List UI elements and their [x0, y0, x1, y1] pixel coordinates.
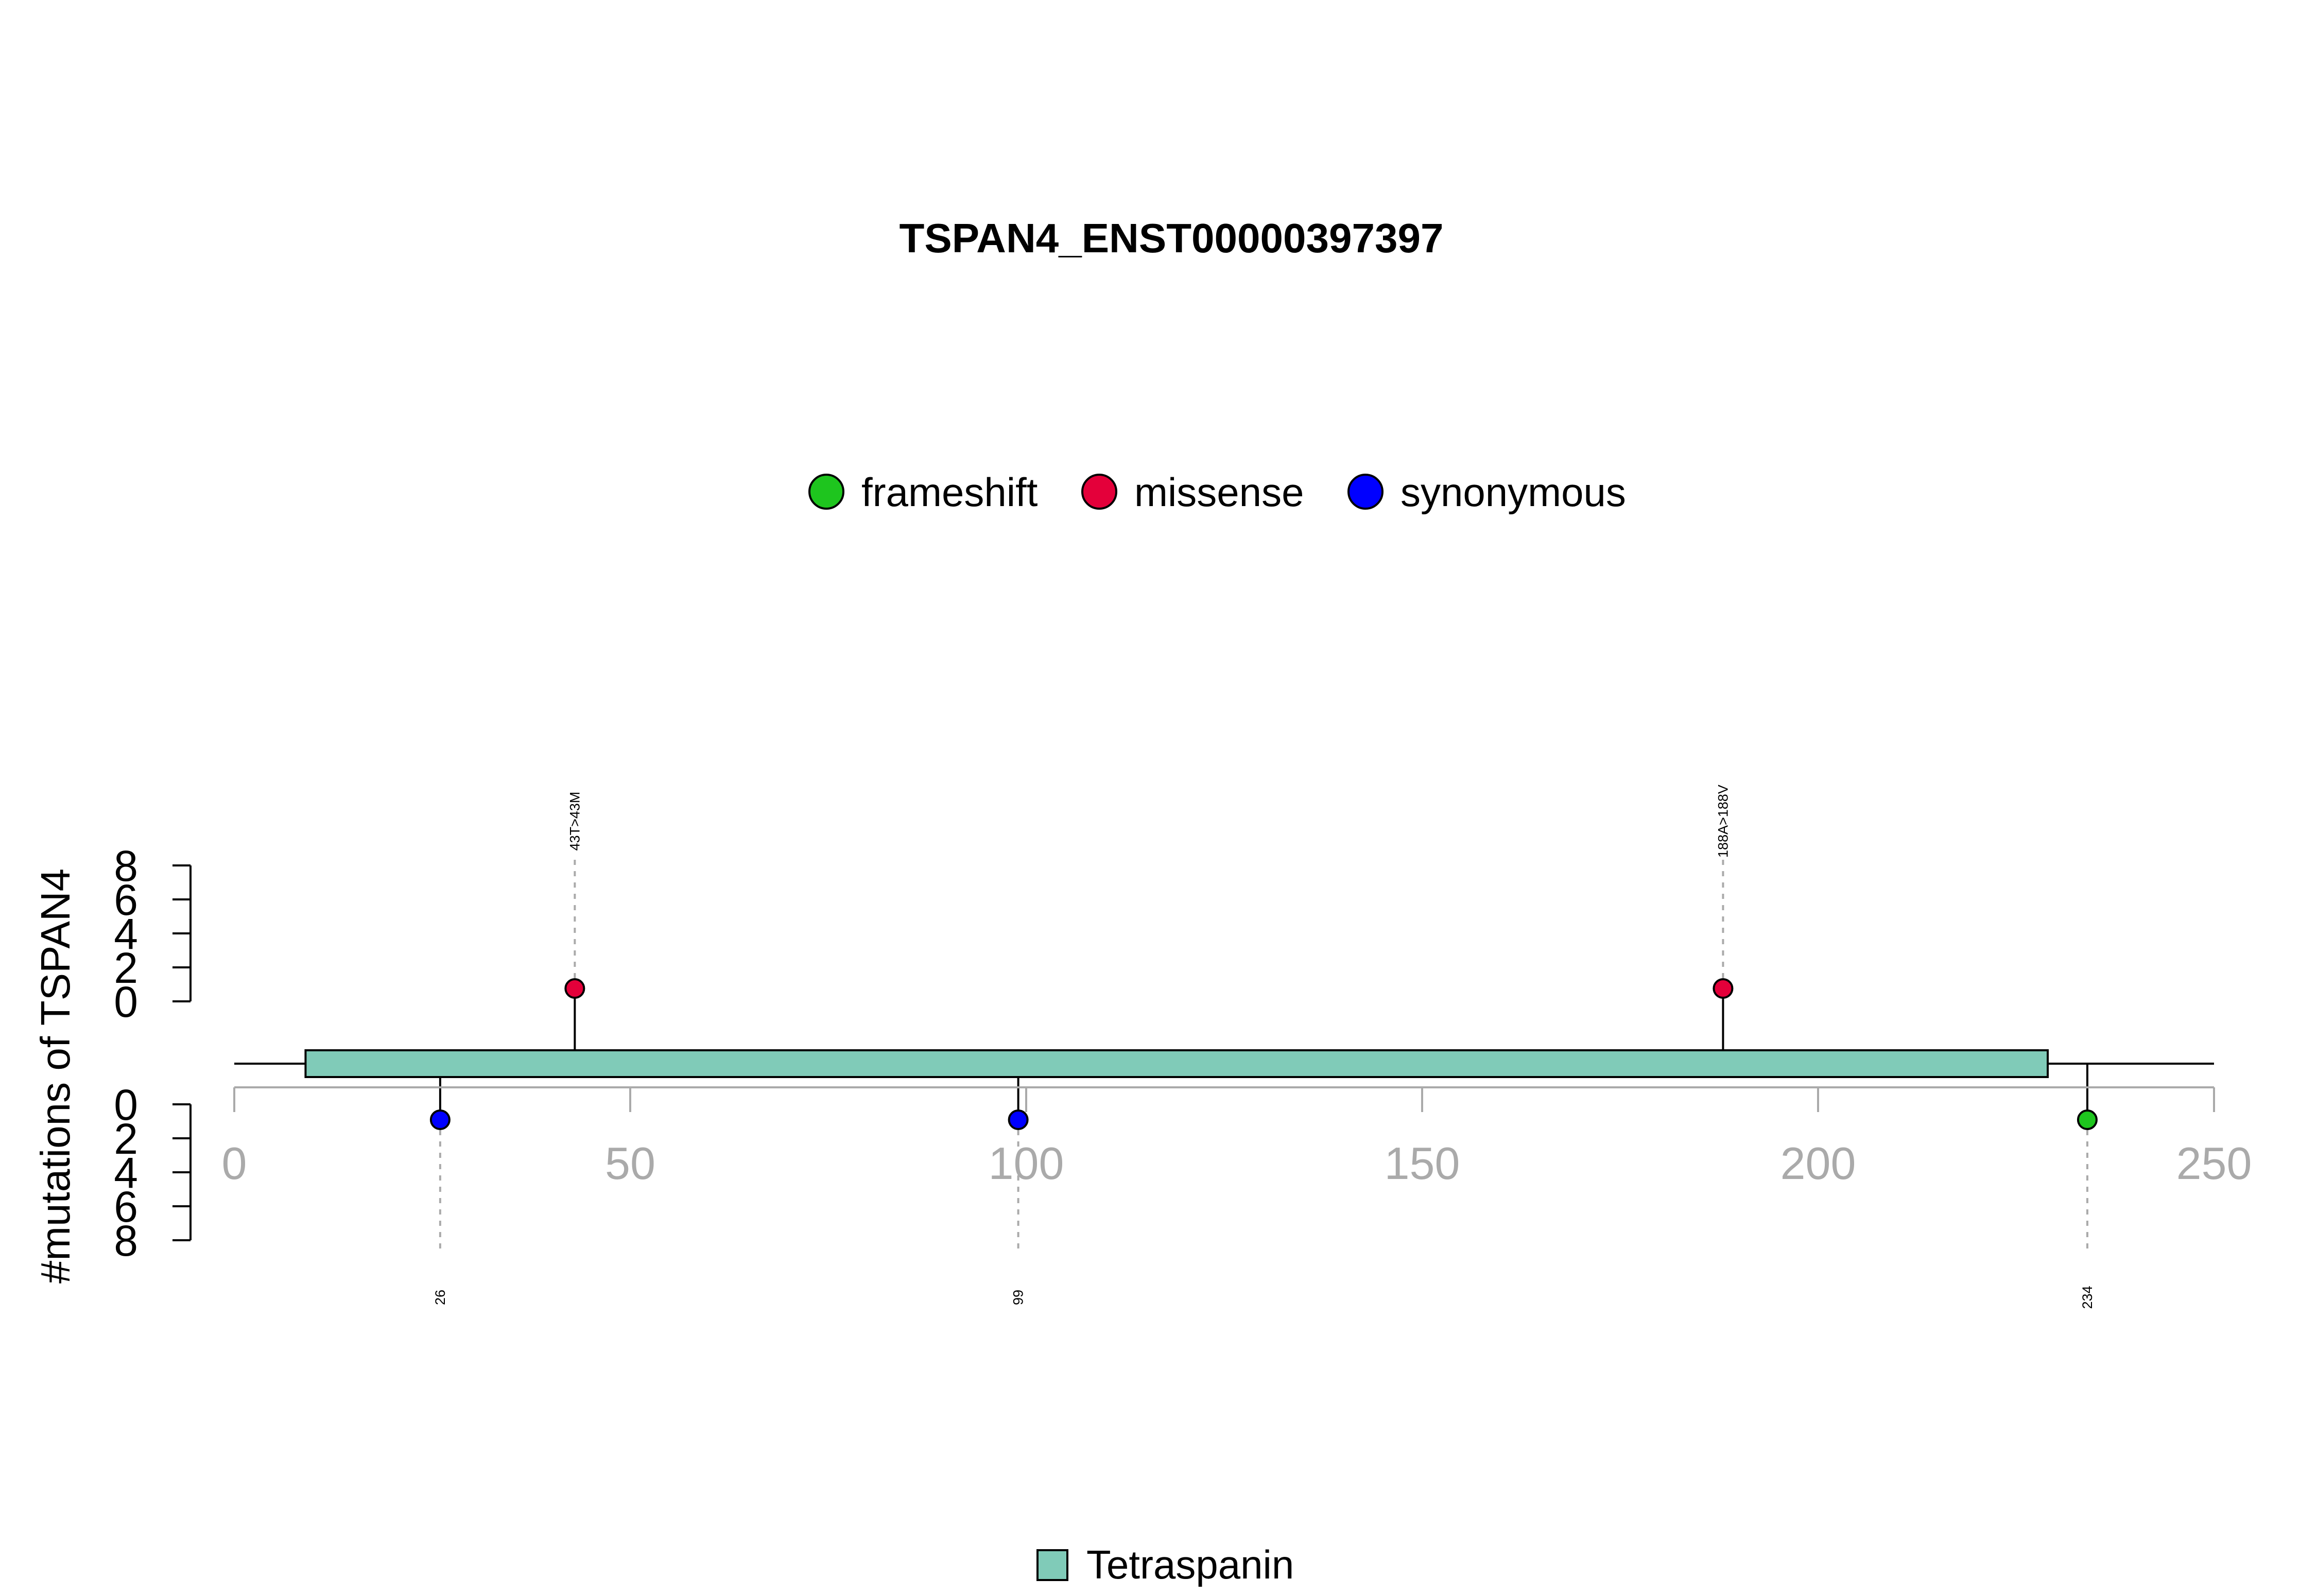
mutation-point-top — [564, 978, 585, 999]
legend-label-missense: missense — [1134, 470, 1304, 515]
mutation-label-bottom: 99 — [1011, 1290, 1026, 1305]
domains — [304, 1049, 2049, 1078]
y-tick-label-bottom: 6 — [114, 1183, 138, 1231]
mutations-top: 43T>43M 188A>188V — [564, 785, 1734, 1064]
y-axis-label: #mutations of TSPAN4 — [32, 869, 78, 1283]
y-tick-label-top: 2 — [114, 944, 138, 992]
x-axis: 0 50 100 150 200 250 — [222, 1086, 2252, 1189]
y-tick-label-top: 4 — [114, 910, 138, 958]
mutations-bottom-markers — [429, 1109, 2098, 1130]
x-tick-label: 200 — [1780, 1138, 1856, 1189]
x-tick-label: 150 — [1385, 1138, 1460, 1189]
x-tick-label: 250 — [2176, 1138, 2252, 1189]
domain-tetraspanin — [304, 1049, 2049, 1078]
legend-marker-synonymous — [1347, 474, 1384, 510]
legend-domain-swatch — [1036, 1549, 1068, 1581]
chart-title: TSPAN4_ENST00000397397 — [900, 215, 1444, 261]
mutation-label-bottom: 234 — [2080, 1286, 2095, 1309]
y-tick-label-top: 8 — [114, 842, 138, 890]
mutation-type-legend: frameshift missense synonymous — [808, 470, 1626, 515]
y-tick-label-bottom: 0 — [114, 1081, 138, 1129]
y-tick-label-bottom: 2 — [114, 1115, 138, 1163]
domain-legend: Tetraspanin — [1036, 1542, 1294, 1587]
mutation-point-bottom — [2077, 1109, 2098, 1130]
mutation-point-top — [1713, 978, 1734, 999]
y-tick-label-top: 0 — [114, 978, 138, 1026]
legend-marker-missense — [1081, 474, 1117, 510]
legend-marker-frameshift — [808, 474, 844, 510]
mutation-point-bottom — [1008, 1109, 1029, 1130]
legend-domain-label: Tetraspanin — [1086, 1542, 1294, 1587]
mutation-point-bottom — [429, 1109, 451, 1130]
legend-label-frameshift: frameshift — [861, 470, 1038, 515]
mutation-label-top: 188A>188V — [1715, 785, 1731, 858]
y-tick-label-top: 6 — [114, 876, 138, 924]
legend-label-synonymous: synonymous — [1400, 470, 1626, 515]
x-tick-label: 50 — [605, 1138, 655, 1189]
x-tick-label: 100 — [989, 1138, 1064, 1189]
mutation-label-bottom: 26 — [433, 1290, 448, 1305]
x-tick-label: 0 — [222, 1138, 247, 1189]
mutation-label-top: 43T>43M — [567, 792, 582, 851]
y-tick-label-bottom: 4 — [114, 1149, 138, 1197]
y-tick-label-bottom: 8 — [114, 1217, 138, 1265]
